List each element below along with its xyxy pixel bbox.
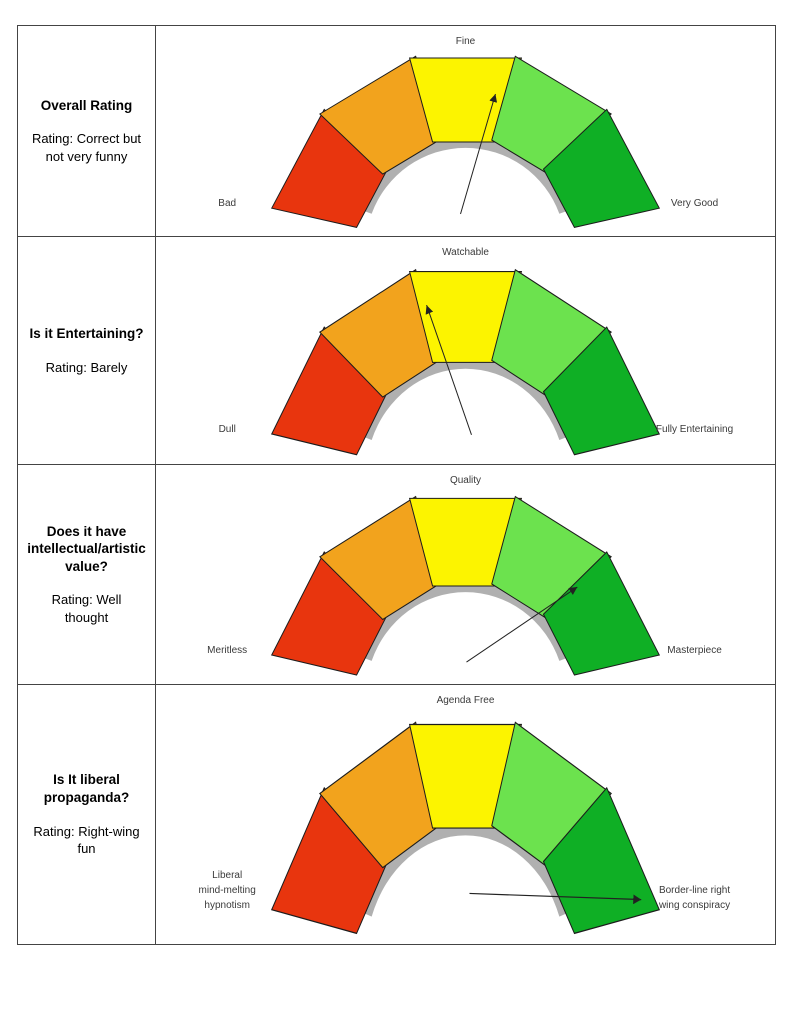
gauge-top-label: Agenda Free: [436, 695, 495, 706]
row-header-cell: Is it Entertaining? Rating: Barely: [18, 237, 156, 464]
gauge-max-label: Very Good: [670, 197, 719, 209]
gauge-top-label: Watchable: [442, 247, 489, 258]
rating-row-propaganda: Is It liberal propaganda? Rating: Right-…: [18, 685, 775, 944]
rating-row-overall: Overall Rating Rating: Correct but not v…: [18, 26, 775, 237]
rating-row-value: Does it have intellectual/artistic value…: [18, 465, 775, 685]
gauge-needle: [460, 93, 498, 215]
row-rating: Rating: Correct but not very funny: [31, 131, 142, 164]
gauge-max-label: Fully Entertaining: [655, 423, 734, 435]
row-rating: Rating: Well thought: [51, 592, 122, 625]
row-title: Does it have intellectual/artistic value…: [27, 523, 146, 574]
row-header-cell: Overall Rating Rating: Correct but not v…: [18, 26, 156, 236]
gauge-min-label: Meritless: [207, 644, 248, 656]
gauge-overall: Fine Bad Very Good: [156, 26, 775, 236]
gauge-chart: [270, 495, 661, 676]
gauge-chart: [270, 721, 661, 935]
gauge-max-label: Masterpiece: [667, 644, 722, 656]
gauge-segment-green: [542, 108, 661, 228]
row-rating: Rating: Barely: [45, 359, 128, 375]
gauge-max-label: Border-line right wing conspiracy: [658, 884, 731, 911]
gauge-segment-green: [542, 326, 661, 456]
gauge-min-label: Bad: [218, 197, 237, 209]
rating-row-entertaining: Is it Entertaining? Rating: Barely Watch…: [18, 237, 775, 465]
row-title: Overall Rating: [40, 97, 133, 113]
gauge-value: Quality Meritless Masterpiece: [156, 465, 775, 684]
gauge-chart: [270, 55, 661, 228]
row-title: Is it Entertaining?: [29, 325, 144, 341]
gauge-chart: [270, 268, 661, 456]
gauge-segment-green: [542, 551, 661, 676]
gauge-needle: [466, 586, 578, 663]
gauge-needle: [469, 892, 642, 905]
row-header-cell: Does it have intellectual/artistic value…: [18, 465, 156, 684]
gauge-min-label: Dull: [218, 423, 236, 435]
gauge-top-label: Fine: [455, 36, 476, 47]
gauge-top-label: Quality: [449, 475, 482, 486]
gauge-min-label: Liberal mind-melting hypnotism: [198, 869, 256, 911]
row-header-cell: Is It liberal propaganda? Rating: Right-…: [18, 685, 156, 944]
row-rating: Rating: Right-wing fun: [33, 823, 140, 857]
row-title: Is It liberal propaganda?: [43, 772, 130, 805]
gauge-propaganda: Agenda Free Liberal mind-melting hypnoti…: [156, 685, 775, 944]
gauge-needle: [425, 304, 472, 436]
rating-table: Overall Rating Rating: Correct but not v…: [17, 25, 776, 945]
gauge-entertaining: Watchable Dull Fully Entertaining: [156, 237, 775, 464]
